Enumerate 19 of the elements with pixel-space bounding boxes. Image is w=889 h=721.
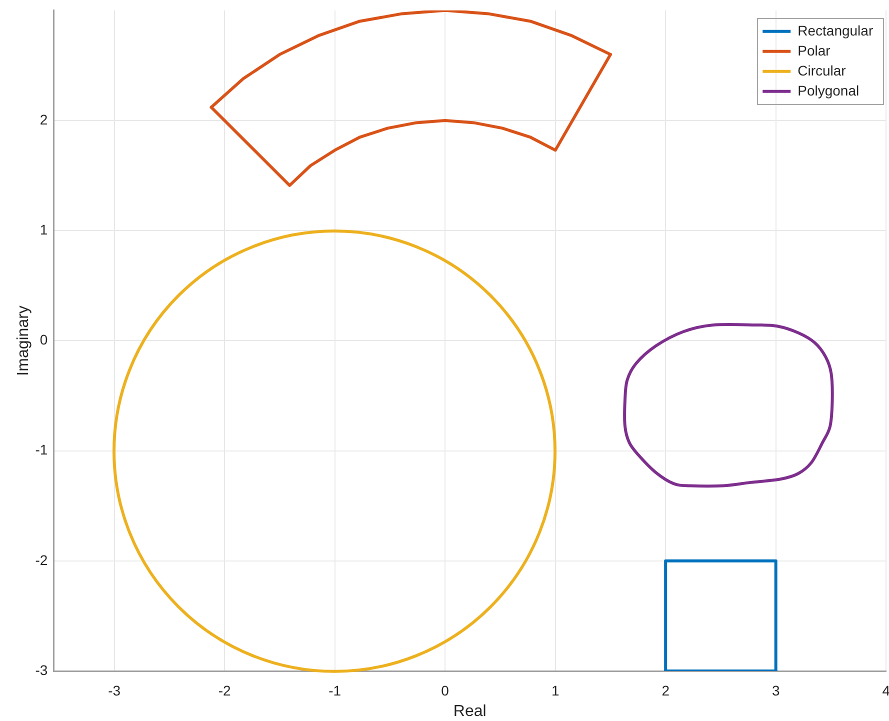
y-tick-label: -1 (35, 442, 48, 458)
y-tick-label: 0 (40, 332, 48, 348)
x-tick-label: 0 (441, 682, 450, 698)
legend-label: Polygonal (798, 82, 860, 98)
x-axis-title: Real (453, 702, 486, 720)
y-tick-label: -2 (35, 552, 48, 568)
x-tick-label: 1 (551, 682, 560, 698)
x-tick-label: 2 (662, 682, 670, 698)
x-tick-label: -3 (108, 682, 121, 698)
x-tick-label: -2 (218, 682, 231, 698)
y-axis-title: Imaginary (15, 306, 32, 376)
y-tick-label: -3 (35, 662, 48, 678)
y-tick-label: 1 (40, 221, 48, 238)
legend-label: Circular (798, 62, 846, 78)
y-tick-label: 2 (40, 111, 48, 128)
legend-label: Rectangular (798, 22, 874, 38)
x-tick-label: 3 (772, 682, 780, 698)
x-tick-label: -1 (328, 682, 342, 698)
legend-label: Polar (798, 42, 831, 58)
